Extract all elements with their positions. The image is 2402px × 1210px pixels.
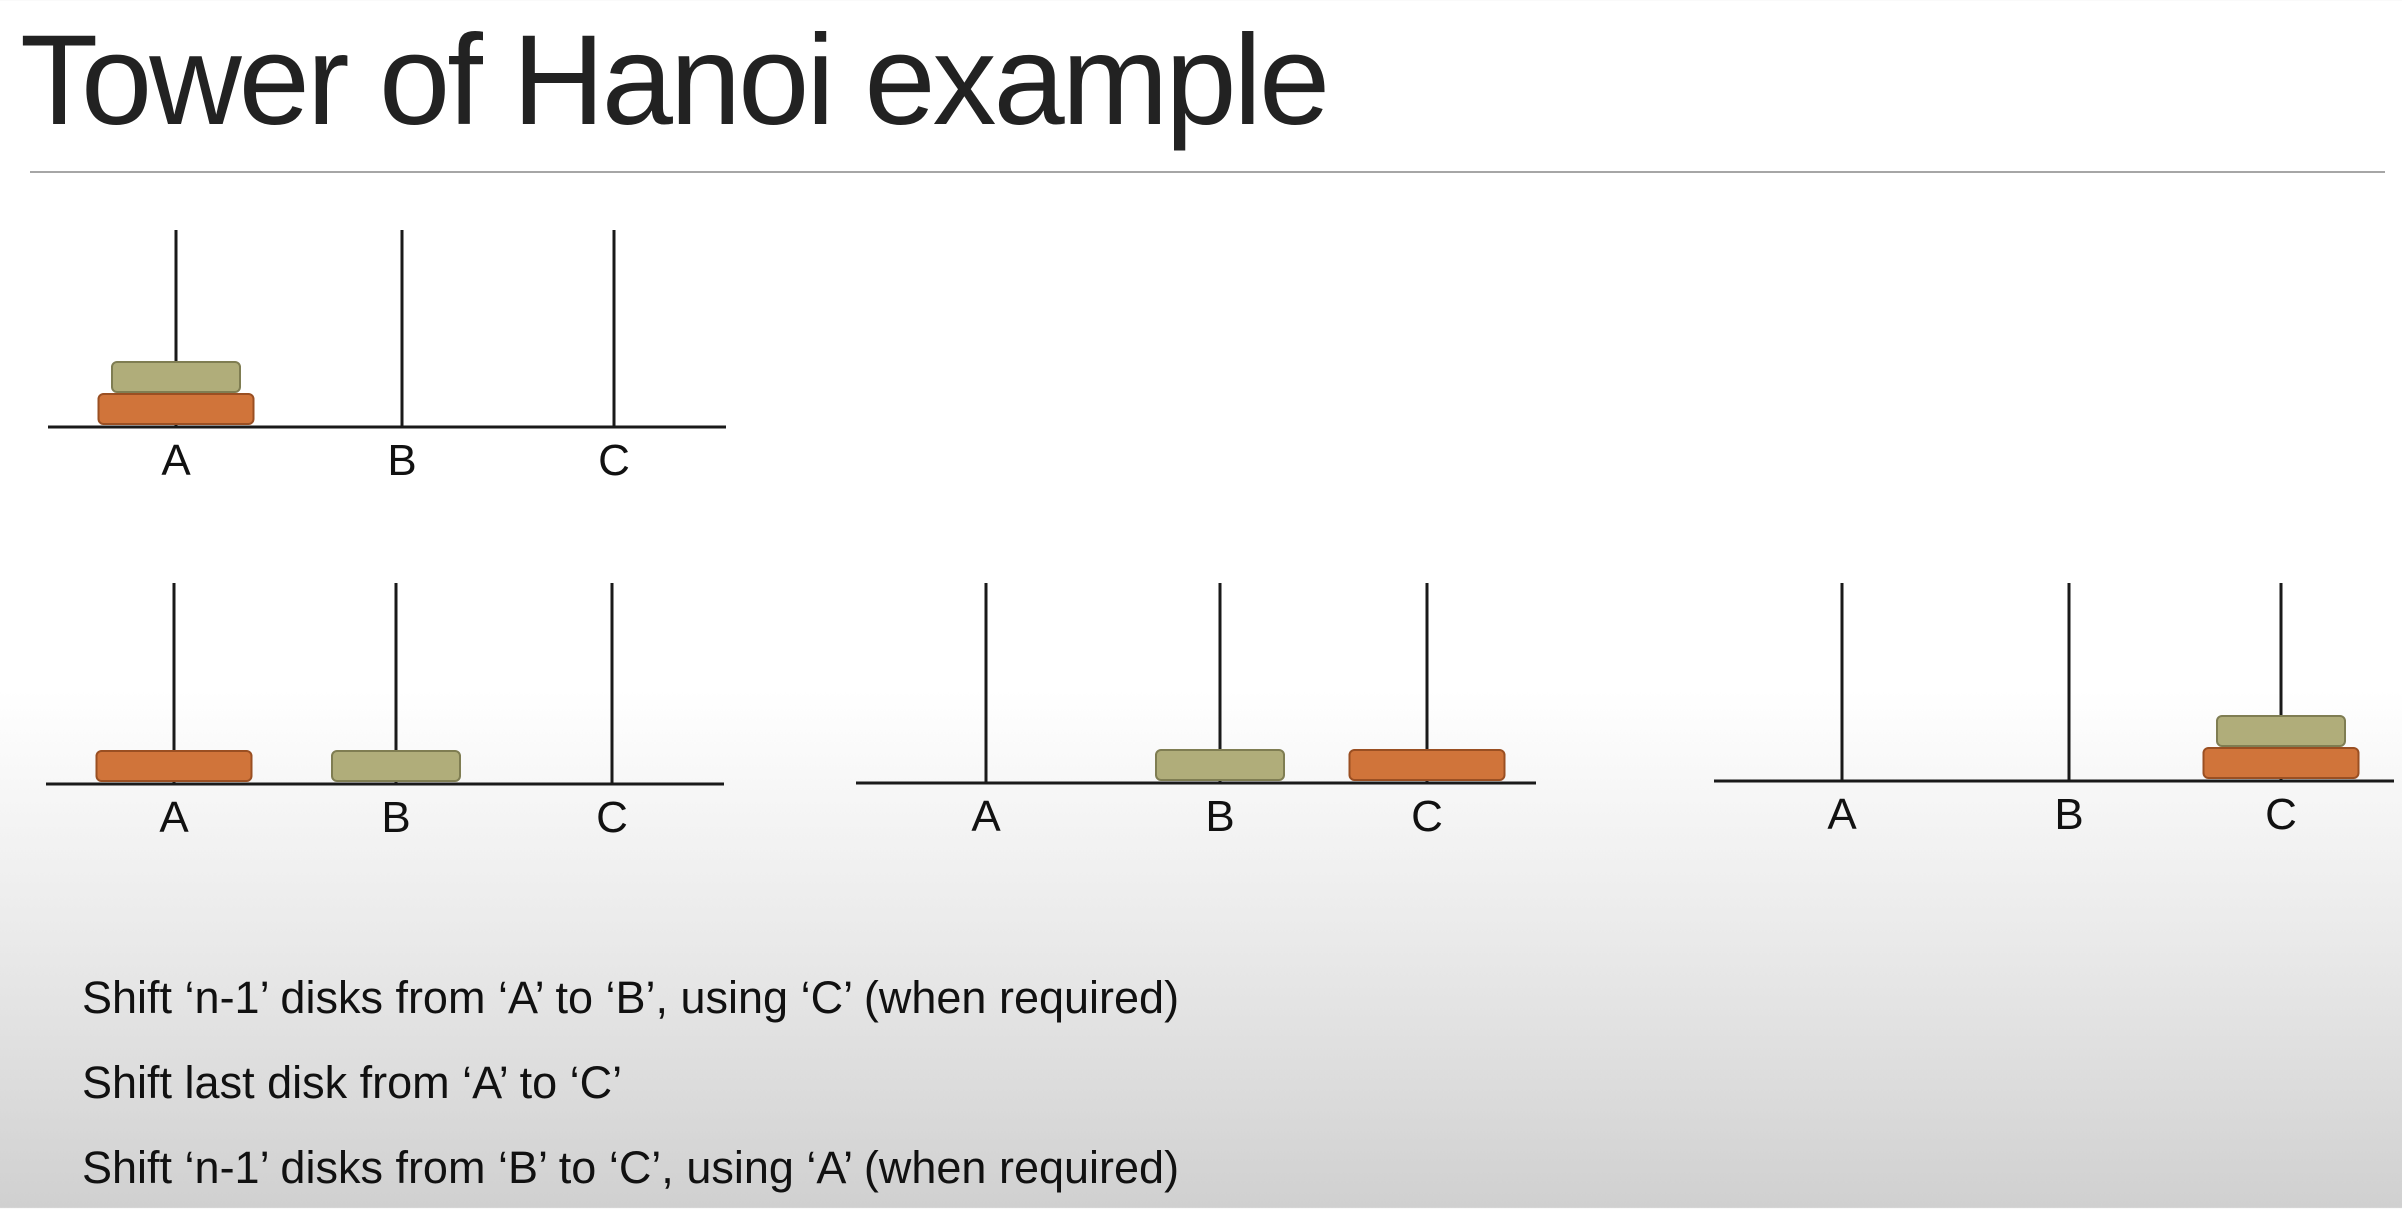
peg-label-c: C (2265, 790, 2297, 839)
disk-large (2202, 747, 2360, 779)
peg-label-c: C (596, 793, 628, 842)
hanoi-state-after-step-1: A B C (46, 583, 724, 842)
peg-label-a: A (161, 436, 191, 485)
peg-label-c: C (1411, 792, 1443, 841)
disk-large (95, 750, 253, 782)
slide-title: Tower of Hanoi example (20, 9, 1330, 152)
peg-label-b: B (381, 793, 410, 842)
hanoi-state-initial: A B C (48, 230, 726, 485)
disk-small (111, 361, 241, 393)
peg-label-c: C (598, 436, 630, 485)
hanoi-state-after-step-3: A B C (1714, 583, 2394, 839)
step-3: Shift ‘n-1’ disks from ‘B’ to ‘C’, using… (82, 1142, 1180, 1193)
peg-label-a: A (159, 793, 189, 842)
disk-large (97, 393, 255, 425)
steps-list: Shift ‘n-1’ disks from ‘A’ to ‘B’, using… (82, 955, 1179, 1210)
hanoi-state-after-step-2: A B C (856, 583, 1536, 841)
step-1: Shift ‘n-1’ disks from ‘A’ to ‘B’, using… (82, 972, 1180, 1023)
step-2: Shift last disk from ‘A’ to ‘C’ (82, 1057, 623, 1108)
disk-small (1155, 749, 1285, 781)
disk-small (331, 750, 461, 782)
disk-large (1348, 749, 1506, 781)
title-divider (30, 171, 2385, 173)
peg-label-b: B (2054, 790, 2083, 839)
peg-label-a: A (971, 792, 1001, 841)
disk-small (2216, 715, 2346, 747)
peg-label-b: B (1205, 792, 1234, 841)
peg-label-a: A (1827, 790, 1857, 839)
peg-label-b: B (387, 436, 416, 485)
